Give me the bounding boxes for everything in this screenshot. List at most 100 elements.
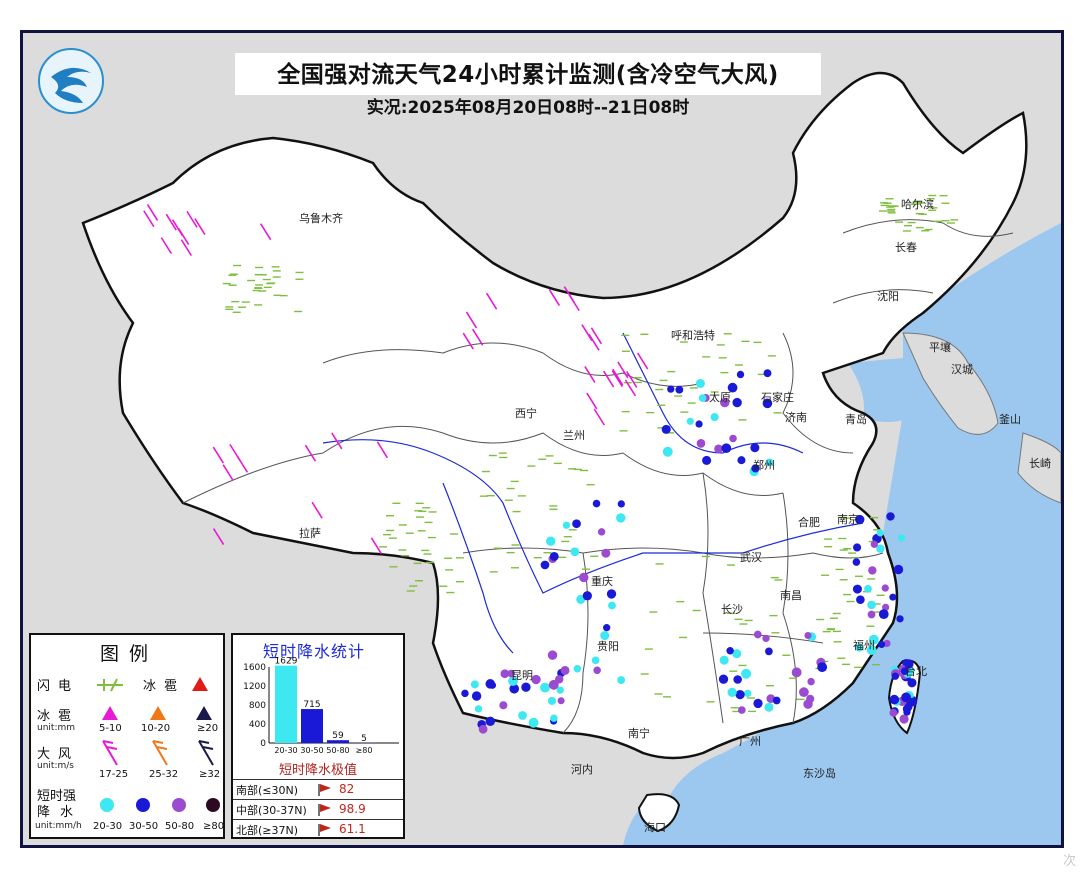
rain-dot: [546, 536, 556, 546]
rain-dot: [855, 514, 865, 525]
stats-panel: 短时降水统计 1600 1200 800 400 0 1629 20-30 715 30-50 5…: [231, 633, 405, 839]
rain-dot: [695, 420, 703, 428]
wind-barb: [143, 210, 155, 228]
flag-icon: [318, 804, 331, 816]
hail-small-icon: [102, 706, 118, 720]
japan-land: [1017, 432, 1061, 504]
extreme-value: 61.1: [339, 822, 366, 836]
rain-dot: [907, 678, 917, 688]
rain-dot: [737, 456, 746, 465]
rain-dot: [751, 464, 760, 473]
rain-dot: [470, 680, 479, 689]
chart-bar-value: 5: [361, 734, 367, 744]
wind-barb: [212, 528, 225, 545]
flag-icon: [318, 784, 331, 796]
watermark: 次: [1062, 854, 1076, 869]
wind-17-25-icon: [102, 740, 118, 766]
rain-dot: [675, 385, 684, 394]
rain-dot: [500, 669, 510, 679]
wind-barb: [331, 432, 343, 450]
lightning-icon: [97, 678, 123, 692]
rain-dot: [528, 717, 539, 728]
wind-barb: [180, 239, 193, 257]
rain-dot: [720, 397, 730, 408]
rain-dot: [696, 439, 706, 448]
rain-dot: [727, 687, 737, 698]
rain-dot: [710, 413, 719, 422]
city-label: 合肥: [798, 516, 820, 529]
extreme-value: 98.9: [339, 802, 366, 816]
wind-barb: [586, 392, 598, 410]
wind-barb: [465, 311, 478, 329]
chart-bar-value: 715: [303, 700, 320, 710]
city-label: 西宁: [515, 407, 537, 420]
rain-dot: [507, 669, 515, 678]
extreme-value: 82: [339, 782, 355, 796]
extreme-row: 中部(30-37N) 98.9: [233, 799, 403, 820]
rain-dot: [579, 572, 589, 583]
chart-y-tick: 1200: [243, 682, 266, 692]
wind-barb: [259, 223, 272, 241]
rain-dot: [478, 724, 488, 734]
rain-dot: [765, 458, 774, 467]
rain-dot: [904, 659, 914, 669]
rain-dot: [461, 689, 469, 698]
city-label: 济南: [785, 411, 807, 424]
rain-dot: [870, 540, 878, 548]
rain-dot: [764, 702, 774, 712]
cma-logo-icon: [38, 48, 104, 114]
rain-dot: [727, 382, 738, 393]
chart-category-label: ≥80: [356, 746, 373, 755]
rain-dot: [474, 705, 483, 713]
rain-dot: [741, 668, 752, 679]
rain-dot: [540, 682, 550, 693]
wind-barb: [563, 286, 576, 304]
wind-barb: [617, 361, 629, 379]
rain-dot: [763, 369, 772, 378]
rain-dot: [714, 444, 723, 454]
wind-barb: [222, 464, 234, 482]
city-label: 太原: [709, 391, 731, 404]
wind-barb: [593, 408, 605, 426]
rain-dot: [702, 455, 712, 466]
rain-dot: [562, 521, 571, 529]
wind-barb: [590, 327, 603, 345]
rain-dot: [570, 547, 580, 557]
rain-dot: [547, 650, 558, 660]
rain-dot: [521, 682, 531, 692]
rain-dot: [617, 500, 625, 508]
wind-ge32-icon: [198, 740, 214, 766]
rain-dot: [886, 512, 895, 521]
wind-25-32-icon: [152, 740, 168, 766]
china-land: [81, 71, 1028, 760]
hail-large-icon: [196, 706, 212, 720]
rain-range: 50-80: [165, 821, 195, 832]
wind-barb: [194, 218, 206, 235]
rain-dot: [876, 529, 884, 537]
chart-y-tick: 1600: [243, 663, 266, 673]
rain-dot: [531, 674, 541, 685]
foreign-label: 河内: [571, 763, 593, 776]
rain-dot: [737, 706, 746, 714]
chart-bar: [301, 709, 323, 743]
rain-dot: [662, 446, 673, 457]
rain-dot: [557, 697, 565, 705]
rain-dot: [597, 528, 606, 536]
rain-dot: [803, 699, 813, 709]
wind-barb: [165, 213, 177, 231]
wind-barb: [462, 332, 474, 350]
rain-dot: [485, 716, 496, 727]
rain-dot: [753, 698, 763, 709]
rain-dot: [765, 647, 773, 656]
rain-dot: [799, 687, 809, 698]
sea-label: 东沙岛: [803, 767, 836, 780]
rain-dot: [736, 370, 745, 379]
rain-dot: [560, 665, 570, 675]
rain-dot: [908, 697, 918, 707]
extreme-row: 北部(≥37N) 61.1: [233, 819, 403, 840]
rain-dot: [903, 708, 911, 716]
rain-dot: [852, 558, 861, 566]
legend-hail-unit: unit:mm: [37, 723, 76, 733]
rain-dot: [896, 615, 904, 623]
map-frame: 乌鲁木齐 哈尔滨 长春 沈阳 呼和浩特 太原 石家庄 济南 青岛 郑州 西宁 兰…: [20, 30, 1064, 848]
